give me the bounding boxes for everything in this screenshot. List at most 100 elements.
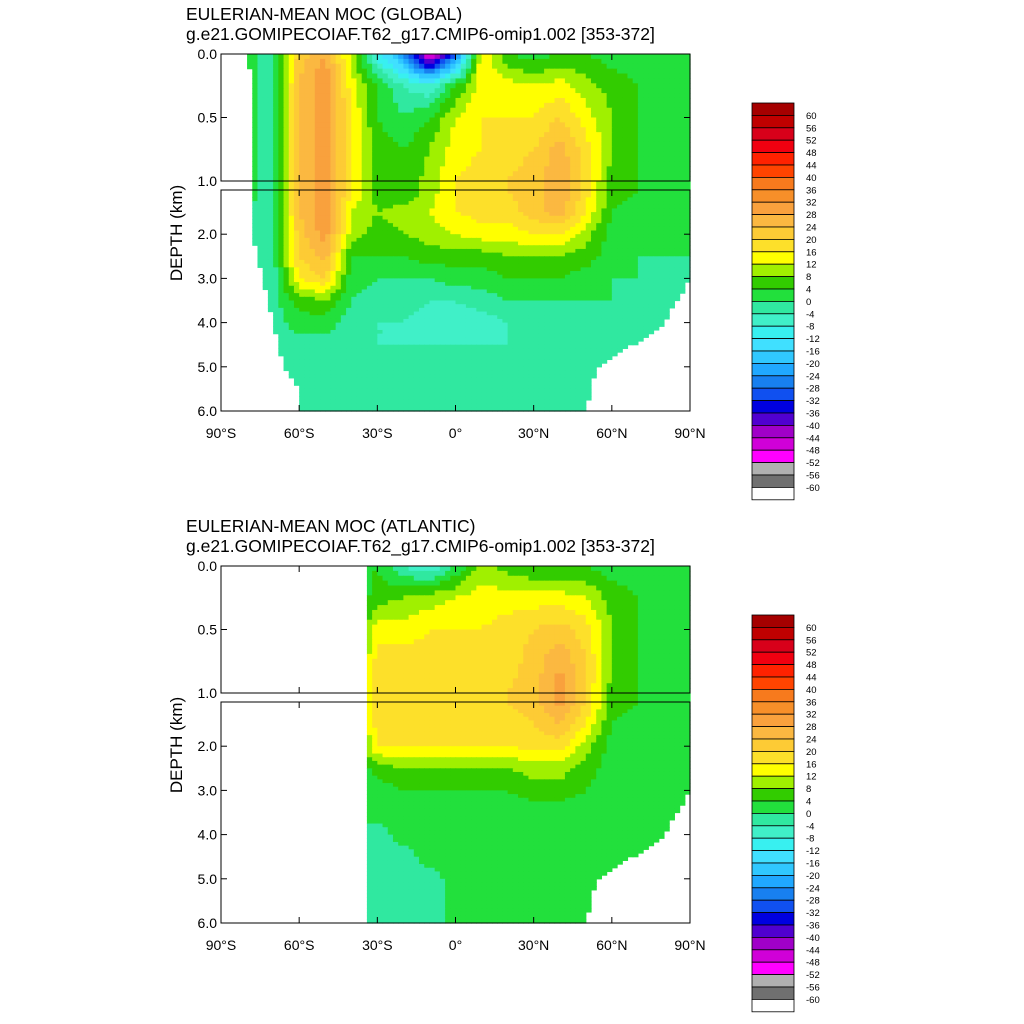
- moc-cell: [262, 181, 269, 195]
- moc-cell: [590, 259, 597, 265]
- moc-cell: [544, 146, 550, 153]
- moc-cell: [382, 161, 389, 167]
- moc-cell: [455, 97, 462, 104]
- moc-cell: [288, 54, 295, 60]
- moc-cell: [413, 252, 420, 257]
- moc-cell: [622, 68, 629, 75]
- moc-cell: [533, 107, 540, 114]
- moc-cell: [273, 215, 279, 221]
- moc-cell: [622, 97, 629, 104]
- moc-cell: [273, 102, 279, 109]
- moc-cell: [413, 259, 420, 265]
- moc-cell: [669, 97, 675, 104]
- moc-cell: [491, 248, 498, 254]
- moc-cell: [314, 122, 321, 128]
- moc-cell: [601, 237, 608, 243]
- moc-cell: [627, 68, 634, 75]
- moc-cell: [419, 156, 425, 163]
- moc-cell: [377, 300, 384, 305]
- moc-cell: [549, 117, 556, 123]
- moc-cell: [340, 58, 347, 65]
- moc-cell: [273, 201, 279, 206]
- moc-cell: [643, 112, 649, 119]
- moc-cell: [585, 274, 592, 279]
- moc-cell: [585, 212, 592, 217]
- moc-cell: [257, 208, 264, 213]
- moc-cell: [419, 296, 425, 302]
- moc-cell: [491, 271, 498, 276]
- moc-cell: [314, 73, 321, 80]
- moc-cell: [491, 259, 498, 265]
- moc-cell: [486, 127, 493, 133]
- moc-cell: [419, 68, 425, 75]
- moc-cell: [366, 293, 373, 298]
- moc-cell: [413, 93, 420, 99]
- moc-cell: [335, 122, 342, 128]
- moc-cell: [278, 151, 285, 158]
- global-moc-chart: 90°S 60°S 30°S 0° 30°N 60°N 90°N0.00.51.02.03.…: [167, 46, 820, 501]
- moc-cell: [596, 166, 603, 172]
- moc-cell: [429, 58, 436, 65]
- moc-cell: [283, 127, 290, 133]
- moc-cell: [320, 256, 326, 261]
- moc-cell: [314, 83, 321, 89]
- moc-cell: [611, 304, 618, 309]
- moc-cell: [549, 226, 556, 232]
- moc-cell: [273, 73, 279, 80]
- moc-cell: [293, 151, 300, 158]
- moc-cell: [288, 234, 295, 239]
- moc-cell: [643, 234, 649, 239]
- moc-cell: [424, 230, 431, 235]
- moc-cell: [512, 245, 519, 250]
- moc-cell: [340, 78, 347, 84]
- moc-cell: [403, 93, 410, 99]
- moc-cell: [387, 208, 394, 213]
- moc-cell: [528, 282, 535, 287]
- moc-cell: [549, 97, 556, 104]
- moc-cell: [413, 197, 420, 202]
- moc-cell: [283, 141, 290, 148]
- moc-cell: [450, 68, 457, 75]
- moc-cell: [575, 73, 582, 80]
- moc-cell: [601, 197, 608, 202]
- moc-cell: [669, 223, 675, 228]
- moc-cell: [403, 68, 410, 75]
- moc-cell: [637, 237, 644, 243]
- moc-cell: [658, 201, 665, 206]
- moc-cell: [627, 127, 634, 133]
- moc-cell: [450, 212, 457, 217]
- moc-cell: [445, 256, 451, 261]
- moc-cell: [288, 311, 295, 316]
- moc-cell: [366, 278, 373, 283]
- moc-cell: [533, 248, 540, 254]
- moc-cell: [387, 156, 394, 163]
- moc-cell: [559, 208, 566, 213]
- moc-cell: [648, 259, 655, 265]
- moc-cell: [637, 181, 644, 195]
- moc-cell: [267, 274, 274, 279]
- moc-cell: [627, 274, 634, 279]
- moc-cell: [273, 127, 279, 133]
- moc-cell: [267, 256, 274, 261]
- moc-cell: [684, 208, 691, 213]
- moc-cell: [288, 73, 295, 80]
- moc-cell: [606, 259, 613, 265]
- moc-cell: [262, 274, 269, 279]
- moc-cell: [330, 293, 337, 298]
- moc-cell: [335, 271, 342, 276]
- moc-cell: [460, 54, 467, 60]
- moc-cell: [554, 63, 561, 70]
- moc-cell: [361, 112, 368, 119]
- moc-cell: [346, 117, 352, 123]
- moc-cell: [643, 93, 649, 99]
- moc-cell: [304, 107, 311, 114]
- moc-cell: [382, 54, 389, 60]
- moc-cell: [346, 267, 352, 272]
- moc-cell: [679, 78, 686, 84]
- moc-cell: [278, 219, 285, 224]
- moc-cell: [304, 311, 311, 316]
- moc-cell: [596, 278, 603, 283]
- moc-cell: [481, 267, 488, 272]
- moc-cell: [434, 304, 441, 309]
- moc-cell: [476, 226, 483, 232]
